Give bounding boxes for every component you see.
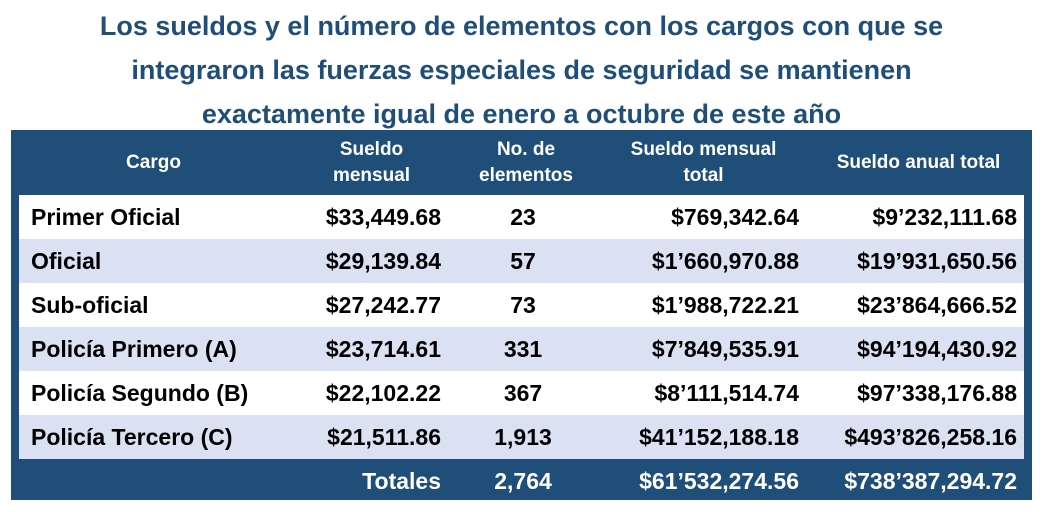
header-sueldo-mensual-line2: mensual [332, 164, 411, 186]
cell-total: $41’152,188.18 [639, 424, 799, 450]
header-cargo: Cargo [31, 130, 276, 195]
cell-num: 367 [503, 380, 543, 406]
totals-label: Totales [362, 468, 441, 494]
cell-anual: $97’338,176.88 [857, 380, 1017, 406]
header-sueldo-anual-total: Sueldo anual total [811, 130, 1026, 195]
cell-sueldo: $29,139.84 [325, 248, 441, 274]
cell-total: $1’660,970.88 [651, 248, 799, 274]
cell-anual: $94’194,430.92 [857, 336, 1017, 362]
title-line-3: exactamente igual de enero a octubre de … [201, 99, 842, 129]
cell-num: 331 [503, 336, 543, 362]
table-header: Cargo Sueldo mensual No. de elementos Suel… [11, 130, 1032, 195]
cell-anual: $19’931,650.56 [857, 248, 1017, 274]
totals-anual: $738’387,294.72 [844, 468, 1017, 494]
cell-total: $8’111,514.74 [654, 380, 799, 406]
cell-cargo: Policía Primero (A) [31, 336, 237, 362]
cell-total: $769,342.64 [671, 204, 799, 230]
header-sueldo-total-line1: Sueldo mensual [630, 138, 777, 160]
header-num-elementos: No. de elementos [466, 130, 586, 195]
cell-num: 73 [510, 292, 536, 318]
header-cargo-label: Cargo [126, 151, 181, 173]
cell-anual: $9’232,111.68 [872, 204, 1017, 230]
cell-sueldo: $27,242.77 [325, 292, 441, 318]
title-line-1: Los sueldos y el número de elementos con… [99, 11, 944, 41]
header-sueldo-total-line2: total [683, 164, 724, 186]
cell-num: 23 [510, 204, 536, 230]
table-row: Oficial $29,139.84 57 $1’660,970.88 $19’… [19, 239, 1024, 283]
cell-sueldo: $22,102.22 [325, 380, 441, 406]
cell-total: $1’988,722.21 [651, 292, 799, 318]
page-title: Los sueldos y el número de elementos con… [0, 4, 1043, 136]
table-row: Policía Tercero (C) $21,511.86 1,913 $41… [19, 415, 1024, 459]
cell-sueldo: $33,449.68 [325, 204, 441, 230]
cell-cargo: Policía Tercero (C) [31, 424, 233, 450]
cell-cargo: Policía Segundo (B) [31, 380, 249, 406]
header-sueldo-mensual-total: Sueldo mensual total [596, 130, 811, 195]
cell-anual: $23’864,666.52 [857, 292, 1017, 318]
table-row: Sub-oficial $27,242.77 73 $1’988,722.21 … [19, 283, 1024, 327]
title-line-2: integraron las fuerzas especiales de seg… [131, 55, 912, 85]
header-num-elementos-line1: No. de [496, 138, 556, 160]
cell-sueldo: $23,714.61 [325, 336, 441, 362]
cell-cargo: Oficial [31, 248, 102, 274]
cell-sueldo: $21,511.86 [327, 424, 441, 450]
cell-cargo: Sub-oficial [31, 292, 149, 318]
salary-table: Cargo Sueldo mensual No. de elementos Suel… [11, 130, 1032, 500]
totals-num: 2,764 [494, 468, 552, 494]
header-sueldo-anual-label: Sueldo anual total [836, 151, 1001, 173]
table-row: Policía Segundo (B) $22,102.22 367 $8’11… [19, 371, 1024, 415]
totals-total: $61’532,274.56 [639, 468, 799, 494]
cell-num: 57 [510, 248, 536, 274]
table-body: Primer Oficial $33,449.68 23 $769,342.64… [19, 195, 1024, 459]
header-sueldo-mensual-line1: Sueldo [339, 138, 404, 160]
totals-row: Totales 2,764 $61’532,274.56 $738’387,29… [11, 462, 1032, 500]
table-row: Policía Primero (A) $23,714.61 331 $7’84… [19, 327, 1024, 371]
table-row: Primer Oficial $33,449.68 23 $769,342.64… [19, 195, 1024, 239]
cell-num: 1,913 [494, 424, 552, 450]
header-num-elementos-line2: elementos [479, 164, 573, 186]
cell-total: $7’849,535.91 [651, 336, 799, 362]
cell-anual: $493’826,258.16 [844, 424, 1017, 450]
header-sueldo-mensual: Sueldo mensual [294, 130, 449, 195]
cell-cargo: Primer Oficial [31, 204, 181, 230]
